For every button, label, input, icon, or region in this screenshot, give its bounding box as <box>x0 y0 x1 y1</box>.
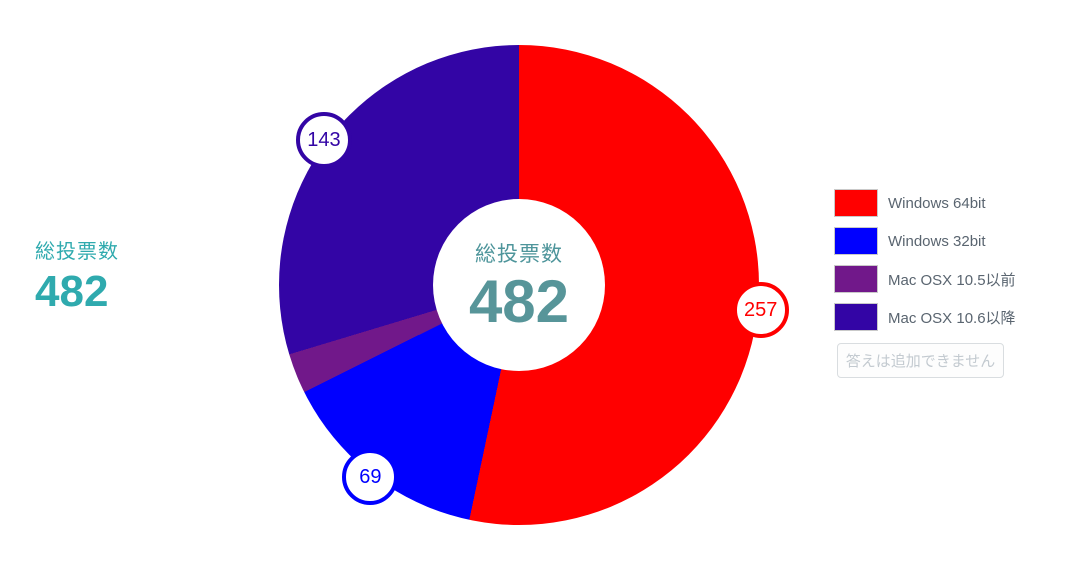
total-votes-value: 482 <box>35 267 109 316</box>
center-total-label: 総投票数 <box>475 243 563 266</box>
add-answer-button: 答えは追加できません <box>837 343 1004 378</box>
slice-value-badge: 143 <box>295 112 352 169</box>
slice-value-badge: 69 <box>342 449 399 506</box>
legend-swatch-icon <box>834 189 878 217</box>
legend-item-label: Windows 32bit <box>888 232 986 250</box>
legend-item-label: Mac OSX 10.6以降 <box>888 309 1016 327</box>
legend-swatch-icon <box>834 303 878 331</box>
legend-item-label: Mac OSX 10.5以前 <box>888 271 1016 289</box>
donut-center: 総投票数 482 <box>433 199 605 371</box>
legend-item-mac-osx-106: Mac OSX 10.6以降 <box>834 303 1034 331</box>
donut-chart: 総投票数 482 257 69 143 <box>279 45 789 525</box>
legend-item-label: Windows 64bit <box>888 194 986 212</box>
legend-item-windows-32bit: Windows 32bit <box>834 227 1034 255</box>
legend-item-windows-64bit: Windows 64bit <box>834 189 1034 217</box>
legend: Windows 64bit Windows 32bit Mac OSX 10.5… <box>834 189 1034 378</box>
legend-swatch-icon <box>834 265 878 293</box>
legend-item-mac-osx-105: Mac OSX 10.5以前 <box>834 265 1034 293</box>
center-total-value: 482 <box>468 268 570 335</box>
legend-swatch-icon <box>834 227 878 255</box>
total-votes-summary: 総投票数 482 <box>35 240 119 316</box>
slice-value-badge: 257 <box>732 282 789 339</box>
total-votes-label: 総投票数 <box>35 241 119 263</box>
